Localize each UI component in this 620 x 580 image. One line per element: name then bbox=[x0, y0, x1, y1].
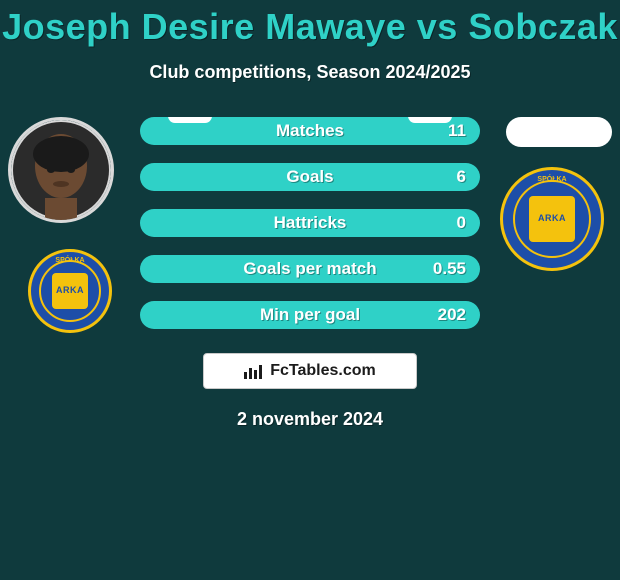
player1-photo bbox=[8, 117, 114, 223]
player1-face-icon bbox=[11, 120, 111, 220]
stat-row-matches: Matches 11 bbox=[140, 117, 480, 145]
player2-club-logo: SPÓŁKA ARKA bbox=[500, 167, 604, 271]
date-text: 2 november 2024 bbox=[0, 409, 620, 430]
stat-row-goals: Goals 6 bbox=[140, 163, 480, 191]
stat-value-right: 11 bbox=[448, 121, 466, 141]
stat-value-right: 0 bbox=[457, 213, 466, 233]
stat-row-goals-per-match: Goals per match 0.55 bbox=[140, 255, 480, 283]
club-crest: ARKA bbox=[52, 273, 88, 309]
stat-value-right: 202 bbox=[438, 305, 466, 325]
club-crest: ARKA bbox=[529, 196, 575, 242]
page-title: Joseph Desire Mawaye vs Sobczak bbox=[0, 0, 620, 48]
stat-label: Hattricks bbox=[140, 213, 480, 233]
stat-pills: Matches 11 Goals 6 Hattricks 0 Goals per… bbox=[140, 117, 480, 329]
compare-area: SPÓŁKA ARKA SPÓŁKA ARKA Matches 11 Goals… bbox=[0, 117, 620, 430]
club-ring-text: SPÓŁKA bbox=[55, 257, 84, 264]
subtitle: Club competitions, Season 2024/2025 bbox=[0, 62, 620, 83]
club-ring-text: SPÓŁKA bbox=[537, 176, 566, 183]
stat-label: Matches bbox=[140, 121, 480, 141]
brand-text: FcTables.com bbox=[270, 362, 376, 380]
brand-badge[interactable]: FcTables.com bbox=[203, 353, 417, 389]
logo-inner-ring: ARKA bbox=[513, 180, 591, 258]
logo-inner-ring: ARKA bbox=[39, 260, 101, 322]
bar-chart-icon bbox=[244, 363, 264, 379]
stat-value-right: 6 bbox=[457, 167, 466, 187]
player1-club-logo: SPÓŁKA ARKA bbox=[28, 249, 112, 333]
comparison-infographic: Joseph Desire Mawaye vs Sobczak Club com… bbox=[0, 0, 620, 580]
stat-label: Goals per match bbox=[140, 259, 480, 279]
stat-label: Goals bbox=[140, 167, 480, 187]
stat-row-hattricks: Hattricks 0 bbox=[140, 209, 480, 237]
stat-value-right: 0.55 bbox=[433, 259, 466, 279]
player2-photo bbox=[506, 117, 612, 147]
stat-row-min-per-goal: Min per goal 202 bbox=[140, 301, 480, 329]
stat-label: Min per goal bbox=[140, 305, 480, 325]
